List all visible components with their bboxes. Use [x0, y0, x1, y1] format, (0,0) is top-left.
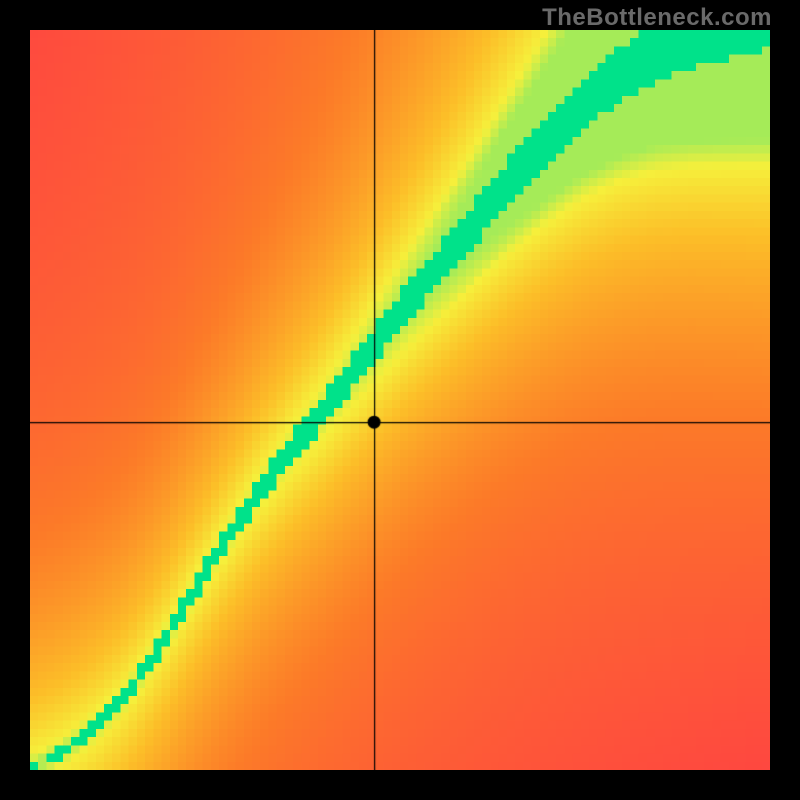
watermark-text: TheBottleneck.com: [542, 4, 772, 32]
crosshair-overlay: [30, 30, 770, 770]
